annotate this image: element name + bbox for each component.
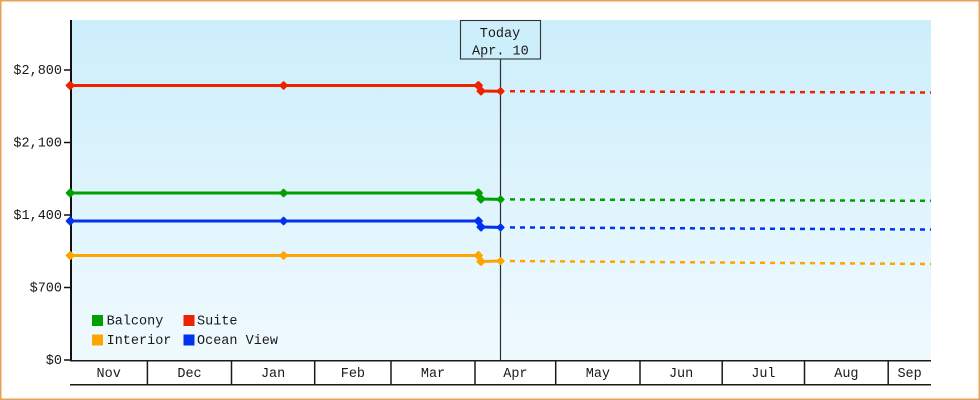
svg-text:Sep: Sep bbox=[897, 367, 921, 382]
svg-text:Suite: Suite bbox=[197, 314, 238, 329]
svg-text:Nov: Nov bbox=[97, 367, 121, 382]
svg-text:Dec: Dec bbox=[177, 367, 201, 382]
svg-text:Aug: Aug bbox=[834, 367, 858, 382]
svg-text:Balcony: Balcony bbox=[107, 314, 164, 329]
svg-text:$2,800: $2,800 bbox=[13, 64, 62, 79]
svg-text:$0: $0 bbox=[46, 354, 62, 369]
svg-text:Apr. 10: Apr. 10 bbox=[472, 45, 529, 60]
svg-text:Jan: Jan bbox=[261, 367, 285, 382]
svg-text:Apr: Apr bbox=[503, 367, 527, 382]
svg-text:Jul: Jul bbox=[751, 367, 775, 382]
svg-text:Mar: Mar bbox=[421, 367, 445, 382]
svg-text:May: May bbox=[586, 367, 610, 382]
svg-text:Interior: Interior bbox=[107, 334, 172, 349]
svg-text:$700: $700 bbox=[30, 281, 62, 296]
svg-text:Today: Today bbox=[480, 27, 521, 42]
svg-text:Ocean View: Ocean View bbox=[197, 334, 278, 349]
svg-text:Feb: Feb bbox=[341, 367, 365, 382]
svg-text:Jun: Jun bbox=[669, 367, 693, 382]
svg-text:$1,400: $1,400 bbox=[13, 209, 62, 224]
svg-text:$2,100: $2,100 bbox=[13, 136, 62, 151]
